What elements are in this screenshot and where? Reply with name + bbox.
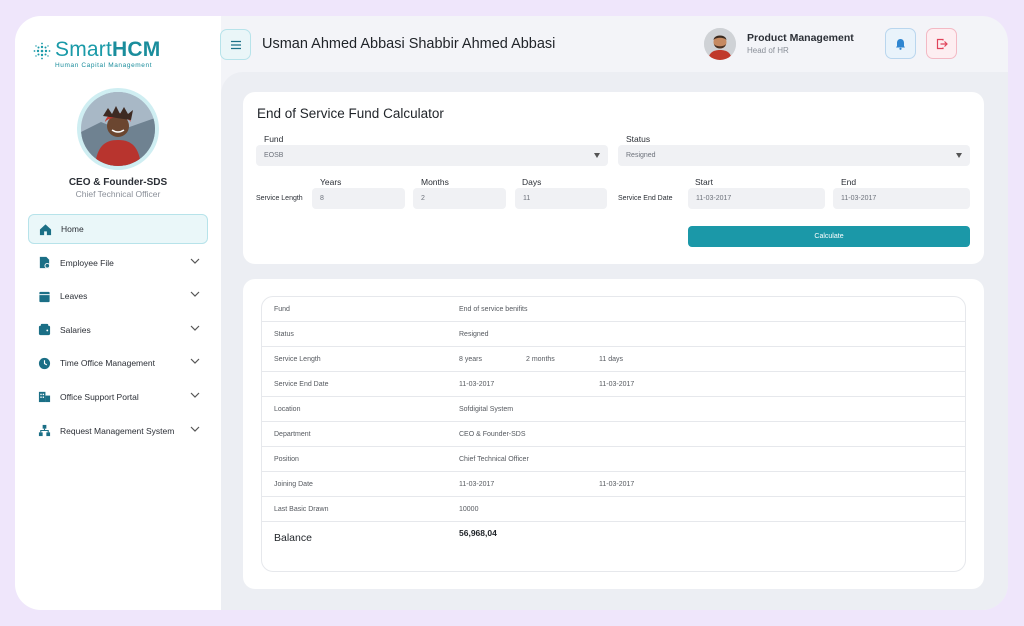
service-length-label: Service Length <box>256 195 303 202</box>
chevron-down-icon <box>190 258 200 264</box>
balance-label: Balance <box>274 532 312 544</box>
end-date-input[interactable]: 11-03-2017 <box>833 188 970 209</box>
chevron-down-icon <box>190 426 200 432</box>
results-card: Fund End of service benifits Status Resi… <box>243 279 984 589</box>
brand-tagline: Human Capital Management <box>55 62 153 69</box>
employee-name: Usman Ahmed Abbasi Shabbir Ahmed Abbasi <box>262 36 556 52</box>
chevron-down-icon <box>190 392 200 398</box>
chevron-down-icon <box>190 291 200 298</box>
sidebar-item-request-management[interactable]: Request Management System <box>28 416 208 446</box>
calculate-button[interactable]: Calculate <box>688 226 970 247</box>
days-label: Days <box>522 177 542 187</box>
start-label: Start <box>695 177 713 187</box>
months-label: Months <box>421 177 449 187</box>
hierarchy-icon <box>38 424 51 437</box>
caret-down-icon <box>594 153 600 158</box>
user-photo <box>704 28 736 60</box>
sidebar-item-leaves[interactable]: Leaves <box>28 281 208 311</box>
user-subtitle: Head of HR <box>747 46 789 55</box>
user-title: Product Management <box>747 32 854 44</box>
table-row: Service Length 8 years 2 months 11 days <box>262 347 965 372</box>
calendar-icon <box>39 291 50 302</box>
sidebar-item-label: Time Office Management <box>60 358 155 369</box>
status-label: Status <box>626 134 651 144</box>
logout-button[interactable] <box>926 28 957 59</box>
table-row: Department CEO & Founder-SDS <box>262 422 965 447</box>
calculator-title: End of Service Fund Calculator <box>257 106 444 121</box>
table-row: Joining Date 11-03-2017 11-03-2017 <box>262 472 965 497</box>
sidebar-item-employee-file[interactable]: Employee File <box>28 248 208 278</box>
sidebar-item-label: Office Support Portal <box>60 391 139 402</box>
table-row: Service End Date 11-03-2017 11-03-2017 <box>262 372 965 397</box>
user-avatar[interactable] <box>704 28 736 60</box>
brand-logo[interactable]: SmartHCM Human Capital Management <box>31 38 211 70</box>
table-row: Position Chief Technical Officer <box>262 447 965 472</box>
sidebar-item-salaries[interactable]: Salaries <box>28 315 208 345</box>
profile-avatar[interactable] <box>77 88 159 170</box>
months-input[interactable]: 2 <box>413 188 506 209</box>
days-input[interactable]: 11 <box>515 188 607 209</box>
home-icon <box>39 223 52 235</box>
table-row: Location Sofdigital System <box>262 397 965 422</box>
sidebar-item-label: Leaves <box>60 291 88 302</box>
sidebar-nav: Home Employee File Leaves Sal <box>28 214 208 449</box>
table-row: Fund End of service benifits <box>262 297 965 322</box>
building-icon <box>38 392 51 403</box>
profile-name: CEO & Founder-SDS <box>68 177 168 188</box>
chevron-down-icon <box>190 358 200 365</box>
fund-select[interactable]: EOSB <box>256 145 608 166</box>
sidebar-item-label: Request Management System <box>60 425 175 436</box>
table-row: Last Basic Drawn 10000 <box>262 497 965 522</box>
sidebar: SmartHCM Human Capital Management CEO & … <box>15 16 221 610</box>
sidebar-item-label: Salaries <box>60 324 91 335</box>
app-window: SmartHCM Human Capital Management CEO & … <box>15 16 1008 610</box>
status-select[interactable]: Resigned <box>618 145 970 166</box>
results-table: Fund End of service benifits Status Resi… <box>261 296 966 572</box>
service-end-date-label: Service End Date <box>618 195 673 202</box>
hamburger-icon <box>230 40 241 49</box>
main-content: End of Service Fund Calculator Fund EOSB… <box>221 72 1008 610</box>
logout-icon <box>936 38 948 49</box>
sidebar-item-time-office[interactable]: Time Office Management <box>28 348 208 378</box>
file-icon <box>39 257 51 269</box>
logo-globe-icon <box>33 42 51 60</box>
years-label: Years <box>320 177 342 187</box>
person-photo <box>81 92 155 166</box>
sidebar-item-office-support[interactable]: Office Support Portal <box>28 382 208 412</box>
sidebar-item-label: Employee File <box>60 257 114 268</box>
years-input[interactable]: 8 <box>312 188 405 209</box>
end-label: End <box>841 177 857 187</box>
sidebar-item-label: Home <box>61 224 84 234</box>
calculator-card: End of Service Fund Calculator Fund EOSB… <box>243 92 984 264</box>
clock-icon <box>38 357 51 369</box>
caret-down-icon <box>956 153 962 158</box>
wallet-icon <box>38 324 51 336</box>
fund-label: Fund <box>264 134 284 144</box>
menu-toggle-button[interactable] <box>220 29 251 60</box>
chevron-down-icon <box>190 325 200 331</box>
notifications-button[interactable] <box>885 28 916 59</box>
balance-value: 56,968,04 <box>459 528 497 538</box>
table-row: Status Resigned <box>262 322 965 347</box>
bell-icon <box>896 38 905 50</box>
start-date-input[interactable]: 11-03-2017 <box>688 188 825 209</box>
sidebar-item-home[interactable]: Home <box>28 214 208 244</box>
profile-role: Chief Technical Officer <box>75 189 161 199</box>
balance-row: Balance 56,968,04 <box>262 522 965 571</box>
